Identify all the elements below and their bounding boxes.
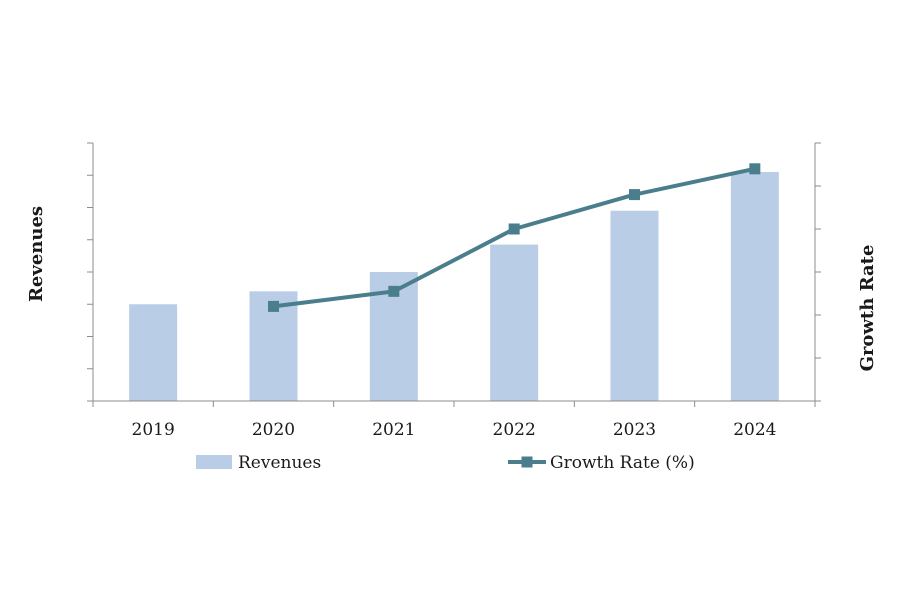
- bar-2024: [730, 172, 779, 401]
- x-tick-label-2019: 2019: [132, 420, 175, 440]
- growth-rate-point-2022: [508, 223, 520, 235]
- x-tick-label-2023: 2023: [613, 420, 656, 440]
- growth-rate-point-2021: [388, 285, 400, 297]
- legend: Revenues Growth Rate (%): [196, 453, 695, 473]
- bar-series: [129, 172, 779, 401]
- x-tick-label-2020: 2020: [252, 420, 295, 440]
- legend-label-revenues: Revenues: [238, 453, 321, 473]
- bar-2019: [129, 304, 178, 401]
- x-tick-label-2022: 2022: [493, 420, 536, 440]
- legend-label-growth-rate: Growth Rate (%): [550, 453, 695, 473]
- bar-2022: [490, 244, 539, 401]
- growth-rate-point-2023: [629, 189, 640, 201]
- legend-swatch-revenues: [196, 455, 232, 469]
- y-axis-title: Revenues: [26, 206, 47, 302]
- y2-axis-title: Growth Rate: [857, 245, 878, 372]
- x-tick-label-2021: 2021: [372, 420, 415, 440]
- bar-2023: [610, 210, 659, 401]
- line-series: [268, 163, 761, 312]
- growth-rate-point-2024: [749, 163, 761, 175]
- legend-swatch-growth-rate-marker: [521, 456, 533, 468]
- axes: [92, 143, 816, 402]
- x-tick-label-2024: 2024: [733, 420, 776, 440]
- growth-rate-point-2020: [268, 300, 279, 312]
- x-tick-labels: 2019 2020 2021 2022 2023 2024: [132, 420, 777, 440]
- axis-ticks: [87, 142, 821, 407]
